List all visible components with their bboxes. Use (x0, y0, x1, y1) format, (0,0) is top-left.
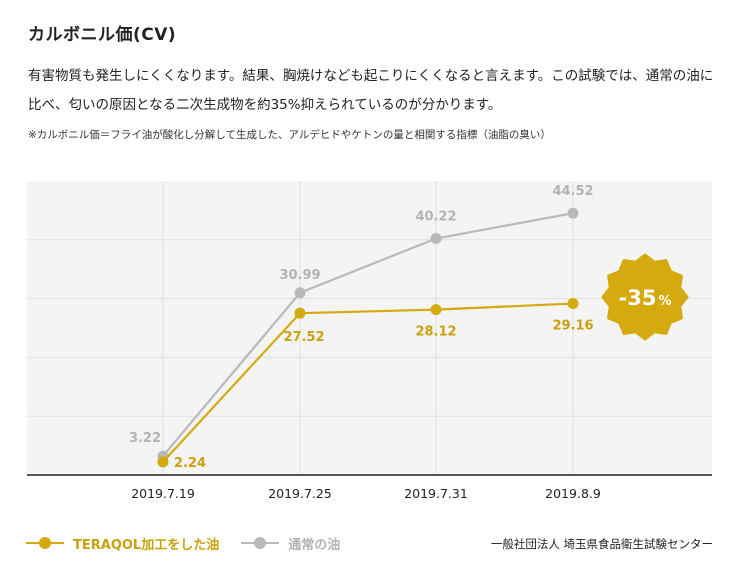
data-point (294, 287, 306, 299)
data-label: 2.24 (174, 456, 206, 471)
plot-background (27, 181, 712, 475)
data-label: 27.52 (283, 330, 324, 345)
x-tick-label: 2019.7.31 (404, 486, 468, 501)
data-source: 一般社団法人 埼玉県食品衛生試験センター (490, 537, 713, 551)
description-text: 有害物質も発生しにくくなります。結果、胸焼けなども起こりにくくなると言えます。こ… (28, 68, 714, 113)
data-point (567, 207, 579, 219)
data-point (157, 456, 169, 468)
x-tick-label: 2019.7.25 (268, 486, 332, 501)
x-tick-label: 2019.8.9 (545, 486, 601, 501)
series-line (162, 302, 574, 463)
data-label: 28.12 (415, 325, 456, 340)
data-label: 30.99 (279, 268, 320, 283)
x-tick-label: 2019.7.19 (131, 486, 195, 501)
legend-label-teraqol: TERAQOL加工をした油 (73, 537, 220, 553)
data-label: 44.52 (552, 184, 593, 199)
data-label: 3.22 (129, 431, 161, 446)
legend-label-normal: 通常の油 (288, 537, 341, 553)
legend-swatch-teraqol (26, 536, 64, 550)
series-line (162, 212, 574, 457)
data-label: 40.22 (415, 210, 456, 225)
reduction-badge (601, 253, 689, 341)
data-label: 29.16 (552, 319, 593, 334)
reduction-badge-label: -35% (619, 286, 672, 310)
data-point (430, 233, 442, 245)
legend-item-normal: 通常の油 (241, 534, 340, 553)
line-chart: 2019.7.19 2019.7.25 2019.7.31 2019.8.9 3.22 3… (27, 181, 712, 501)
legend-swatch-normal (241, 536, 280, 550)
legend-item-teraqol: TERAQOL加工をした油 (26, 534, 219, 553)
data-point (567, 298, 579, 310)
data-point (430, 304, 442, 316)
chart-legend: TERAQOL加工をした油 通常の油 (26, 533, 362, 553)
data-point (294, 307, 306, 319)
chart-title: カルボニル価(CV) (28, 25, 177, 45)
footnote-text: ※カルボニル価＝フライ油が酸化し分解して生成した、アルデヒドやケトンの量と相関す… (28, 129, 551, 141)
